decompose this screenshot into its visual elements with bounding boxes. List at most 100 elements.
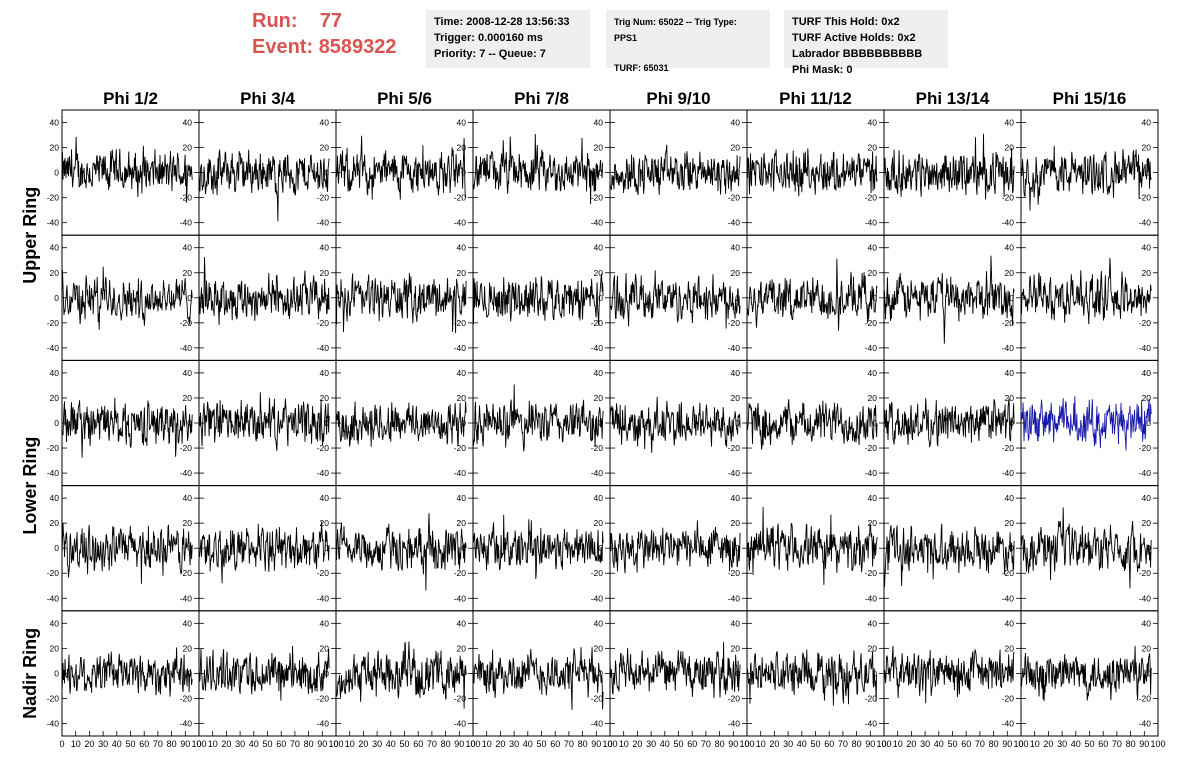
y-tick-label: -40 — [1139, 218, 1152, 228]
turf-this-hold-text: TURF This Hold: 0x2 — [792, 16, 900, 28]
x-tick-label: 100 — [876, 739, 891, 749]
y-tick-label: 40 — [594, 118, 604, 128]
waveform-trace — [1020, 257, 1152, 325]
y-tick-label: 0 — [872, 293, 877, 303]
x-tick-label: 10 — [208, 739, 218, 749]
y-tick-label: 20 — [868, 268, 878, 278]
column-header: Phi 1/2 — [103, 89, 158, 108]
x-tick-label: 100 — [465, 739, 480, 749]
y-tick-label: 20 — [183, 518, 193, 528]
run-row: Run: 77 — [252, 8, 397, 34]
x-tick-label: 50 — [1084, 739, 1094, 749]
waveform-trace — [1020, 645, 1152, 702]
y-tick-label: 20 — [457, 393, 467, 403]
x-tick-label: 30 — [783, 739, 793, 749]
y-tick-label: -20 — [180, 443, 193, 453]
y-tick-label: -20 — [47, 568, 60, 578]
y-tick-label: 0 — [54, 418, 59, 428]
waveform-trace — [61, 266, 193, 330]
trig-num-info: Trig Num: 65022 -- Trig Type: PPS1 TURF:… — [606, 10, 770, 73]
y-tick-label: 40 — [183, 243, 193, 253]
y-tick-label: 40 — [50, 618, 60, 628]
x-tick-label: 50 — [125, 739, 135, 749]
panel-frame — [335, 234, 474, 361]
y-tick-label: 40 — [457, 618, 467, 628]
y-tick-label: 40 — [320, 493, 330, 503]
waveform-trace — [746, 148, 878, 197]
y-tick-label: 20 — [1142, 143, 1152, 153]
y-tick-label: 40 — [183, 118, 193, 128]
waveform-trace — [61, 522, 193, 584]
y-tick-label: 40 — [1005, 118, 1015, 128]
y-tick-label: 0 — [54, 668, 59, 678]
y-tick-label: -20 — [454, 193, 467, 203]
y-tick-label: -40 — [728, 593, 741, 603]
column-header: Phi 13/14 — [916, 89, 990, 108]
waveform-trace — [746, 258, 878, 331]
y-tick-label: 40 — [1005, 368, 1015, 378]
y-tick-label: -20 — [728, 693, 741, 703]
y-tick-label: 20 — [594, 518, 604, 528]
y-tick-label: -40 — [454, 343, 467, 353]
waveform-trace — [61, 136, 193, 203]
y-tick-label: 40 — [183, 493, 193, 503]
y-tick-label: 20 — [731, 643, 741, 653]
y-tick-label: -40 — [180, 468, 193, 478]
time-text: Time: 2008-12-28 13:56:33 — [434, 16, 570, 28]
y-tick-label: -20 — [1002, 568, 1015, 578]
y-tick-label: -20 — [454, 318, 467, 328]
x-tick-label: 90 — [454, 739, 464, 749]
x-tick-label: 20 — [358, 739, 368, 749]
y-tick-label: -20 — [47, 693, 60, 703]
y-tick-label: -20 — [317, 693, 330, 703]
y-tick-label: 40 — [731, 243, 741, 253]
y-tick-label: 40 — [868, 493, 878, 503]
x-tick-label: 60 — [276, 739, 286, 749]
y-tick-label: 20 — [457, 518, 467, 528]
y-tick-label: 40 — [320, 243, 330, 253]
x-tick-label: 0 — [607, 739, 612, 749]
x-tick-label: 80 — [1126, 739, 1136, 749]
y-tick-label: -40 — [180, 343, 193, 353]
column-header: Phi 3/4 — [240, 89, 295, 108]
x-tick-label: 40 — [1071, 739, 1081, 749]
y-tick-label: -40 — [317, 718, 330, 728]
x-tick-label: 70 — [153, 739, 163, 749]
x-tick-label: 10 — [893, 739, 903, 749]
y-tick-label: -40 — [591, 218, 604, 228]
x-tick-label: 70 — [975, 739, 985, 749]
waveform-trace — [472, 384, 604, 452]
y-tick-label: 20 — [183, 393, 193, 403]
y-tick-label: 0 — [324, 543, 329, 553]
y-tick-label: 20 — [868, 143, 878, 153]
event-row: Event: 8589322 — [252, 34, 397, 60]
priority-text: Priority: 7 -- Queue: 7 — [434, 48, 546, 60]
x-tick-label: 90 — [728, 739, 738, 749]
run-event-box: Run: 77 Event: 8589322 — [252, 8, 397, 60]
y-tick-label: -40 — [47, 593, 60, 603]
panel-frame — [335, 109, 474, 236]
trig-num-text: Trig Num: 65022 -- Trig Type: PPS1 — [614, 17, 737, 43]
y-tick-label: 20 — [50, 518, 60, 528]
y-tick-label: -40 — [591, 718, 604, 728]
y-tick-label: 20 — [1142, 643, 1152, 653]
waveform-trace — [1020, 507, 1152, 589]
y-tick-label: 0 — [54, 543, 59, 553]
waveform-trace — [1020, 396, 1152, 451]
y-tick-label: 0 — [54, 293, 59, 303]
x-tick-label: 100 — [328, 739, 343, 749]
x-tick-label: 100 — [1150, 739, 1165, 749]
x-tick-label: 20 — [1043, 739, 1053, 749]
x-tick-label: 10 — [345, 739, 355, 749]
y-tick-label: 20 — [457, 143, 467, 153]
x-tick-label: 0 — [333, 739, 338, 749]
y-tick-label: 40 — [183, 368, 193, 378]
x-tick-label: 80 — [578, 739, 588, 749]
y-tick-label: -40 — [317, 593, 330, 603]
y-tick-label: 0 — [461, 168, 466, 178]
event-value: 8589322 — [318, 36, 397, 58]
y-tick-label: -20 — [1002, 443, 1015, 453]
waveform-trace — [61, 647, 193, 697]
y-tick-label: -20 — [1139, 693, 1152, 703]
